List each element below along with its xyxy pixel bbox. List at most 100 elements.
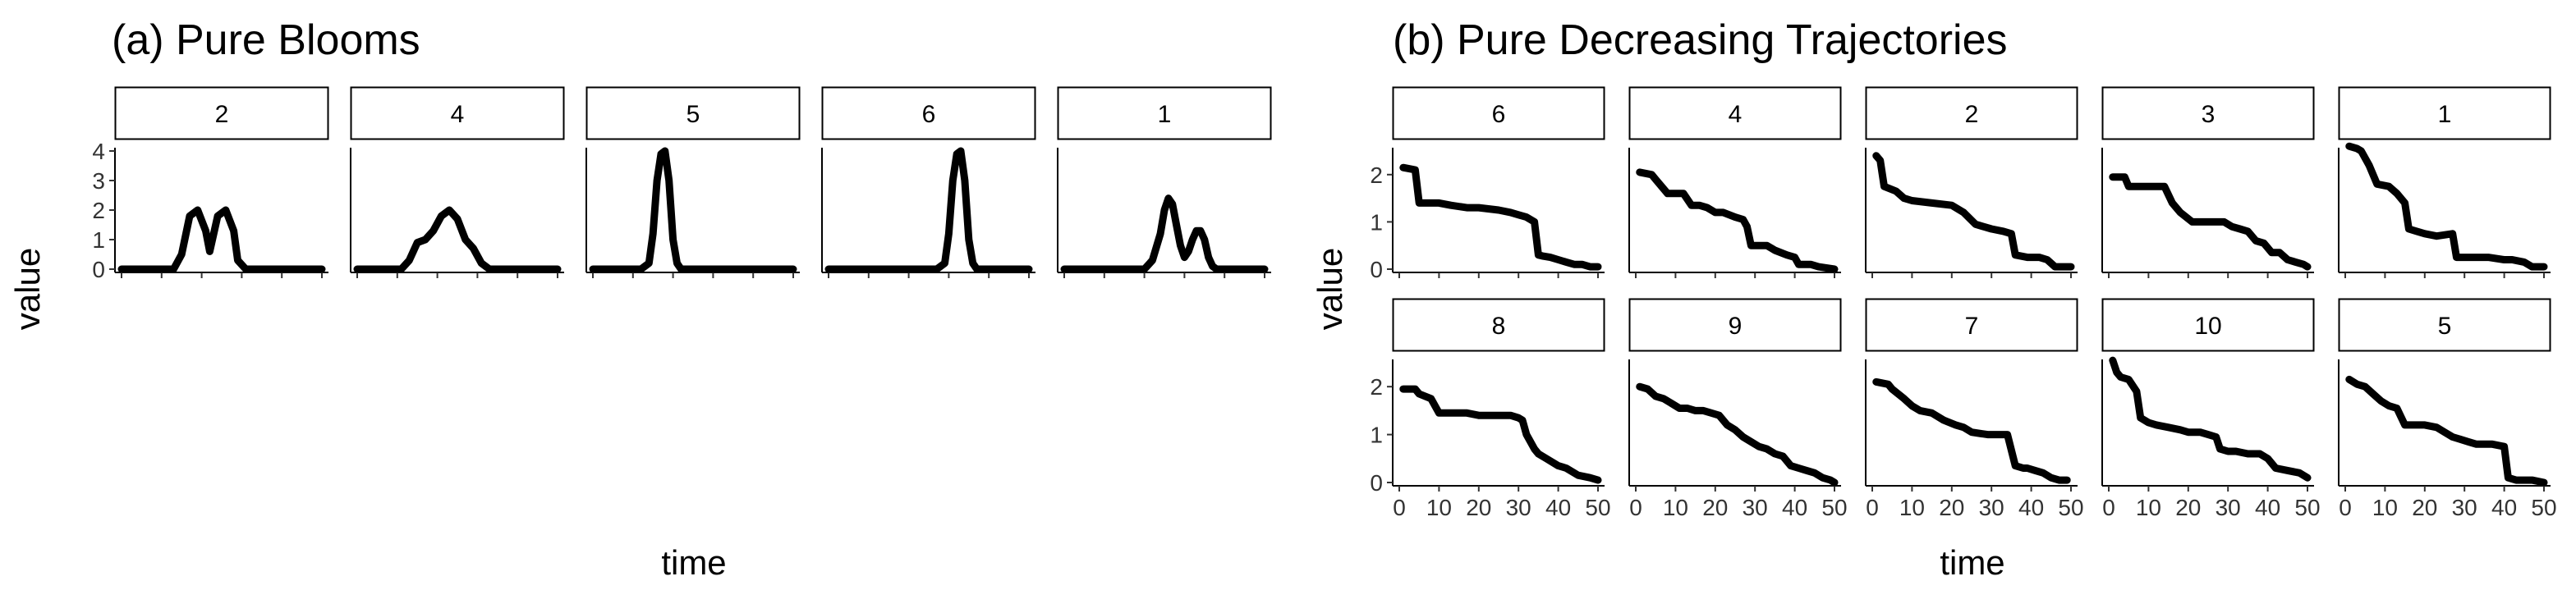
x-tick-label: 50 <box>2294 495 2320 520</box>
panel-strip <box>2101 86 2315 140</box>
x-tick-label: 40 <box>2018 495 2044 520</box>
x-tick-label: 50 <box>2531 495 2556 520</box>
x-tick-label: 0 <box>1866 495 1879 520</box>
x-tick-label: 20 <box>1466 495 1491 520</box>
panel-strip-label: 6 <box>922 101 936 128</box>
x-tick-label: 20 <box>2175 495 2201 520</box>
panel-strip <box>1628 86 1842 140</box>
panel-strip-label: 1 <box>1158 101 1172 128</box>
panel-strip-label: 9 <box>1729 313 1743 340</box>
y-tick-label: 1 <box>1370 209 1383 235</box>
x-tick-label: 30 <box>2452 495 2477 520</box>
series-line <box>1636 382 1839 487</box>
y-tick-label: 2 <box>92 198 105 223</box>
panel-strip <box>114 86 329 140</box>
panel-strip-label: 2 <box>215 101 229 128</box>
series-line <box>589 147 797 273</box>
series-line <box>1636 168 1839 273</box>
panel-strip <box>1865 298 2078 352</box>
x-tick-label: 40 <box>1545 495 1571 520</box>
x-axis-title: time <box>1940 543 2004 582</box>
panel-strip <box>821 86 1036 140</box>
chart-a: (a) Pure Blooms 2 0 1 2 3 4 4 5 6 1 value time <box>8 16 1272 582</box>
series-line <box>824 147 1033 273</box>
x-tick-label: 20 <box>2412 495 2437 520</box>
x-tick-label: 0 <box>1393 495 1406 520</box>
panel-strip <box>2338 86 2551 140</box>
y-tick-label: 1 <box>1370 423 1383 448</box>
series-line <box>2109 356 2312 482</box>
panel-a-6: 6 <box>821 86 1036 278</box>
x-tick-label: 0 <box>2339 495 2352 520</box>
x-tick-label: 30 <box>1743 495 1768 520</box>
series-line <box>117 206 326 273</box>
panel-strip <box>1865 86 2078 140</box>
y-tick-label: 3 <box>92 168 105 194</box>
y-axis-title: value <box>8 248 47 330</box>
panel-strip-label: 2 <box>1965 101 1979 128</box>
x-tick-label: 30 <box>2216 495 2241 520</box>
panel-a-5: 5 <box>585 86 801 278</box>
panel-strip-label: 4 <box>1729 101 1743 128</box>
panel-strip <box>2338 298 2551 352</box>
panel-strip-label: 4 <box>451 101 465 128</box>
series-line <box>2345 375 2548 487</box>
panel-strip-label: 6 <box>1492 101 1506 128</box>
series-line <box>2109 173 2312 271</box>
x-axis-title: time <box>661 543 726 582</box>
panel-a-2: 2 0 1 2 3 4 <box>92 86 329 282</box>
y-tick-label: 0 <box>1370 257 1383 282</box>
y-axis-title: value <box>1311 248 1349 330</box>
y-tick-label: 0 <box>92 257 105 282</box>
y-tick-label: 0 <box>1370 470 1383 496</box>
panel-b-7: 7 0 10 20 30 40 50 <box>1865 298 2084 520</box>
x-tick-label: 50 <box>2058 495 2083 520</box>
x-tick-label: 30 <box>1979 495 2004 520</box>
series-line <box>1872 377 2071 484</box>
panel-b-10: 10 0 10 20 30 40 50 <box>2101 298 2321 520</box>
x-tick-label: 50 <box>1821 495 1847 520</box>
y-tick-label: 2 <box>1370 162 1383 188</box>
x-tick-label: 40 <box>1782 495 1807 520</box>
panel-b-3: 3 <box>2101 86 2315 278</box>
x-tick-label: 40 <box>2491 495 2517 520</box>
x-tick-label: 0 <box>2102 495 2115 520</box>
y-tick-label: 1 <box>92 227 105 253</box>
panel-strip <box>1057 86 1272 140</box>
x-tick-label: 10 <box>1899 495 1925 520</box>
panel-strip-label: 8 <box>1492 313 1506 340</box>
x-tick-label: 10 <box>2372 495 2398 520</box>
panel-strip <box>2101 298 2315 352</box>
panel-strip <box>1392 298 1605 352</box>
series-line <box>1399 163 1602 271</box>
x-tick-label: 20 <box>1702 495 1728 520</box>
x-tick-label: 10 <box>2136 495 2161 520</box>
panel-strip-label: 5 <box>2438 313 2452 340</box>
panel-strip <box>350 86 565 140</box>
panel-strip-label: 5 <box>686 101 700 128</box>
panel-b-1: 1 <box>2338 86 2551 278</box>
y-tick-label: 4 <box>92 139 105 164</box>
x-tick-label: 10 <box>1663 495 1688 520</box>
panel-strip <box>585 86 801 140</box>
panel-b-9: 9 0 10 20 30 40 50 <box>1628 298 1848 520</box>
y-tick-label: 2 <box>1370 374 1383 400</box>
panel-b-5: 50 10 20 30 40 50 <box>2338 298 2557 520</box>
panel-a-4: 4 <box>350 86 565 278</box>
x-tick-label: 50 <box>1585 495 1610 520</box>
x-tick-label: 30 <box>1506 495 1531 520</box>
panel-strip <box>1392 86 1605 140</box>
chart-b: (b) Pure Decreasing Trajectories 6 0 1 2 4 2 3… <box>1311 16 2557 582</box>
panel-strip <box>1628 298 1842 352</box>
panel-strip-label: 10 <box>2194 313 2221 340</box>
series-line <box>2345 142 2548 271</box>
panel-b-2: 2 <box>1865 86 2078 278</box>
x-tick-label: 0 <box>1629 495 1642 520</box>
series-line <box>1060 194 1269 273</box>
chart-a-title: (a) Pure Blooms <box>112 16 420 64</box>
panel-b-4: 4 <box>1628 86 1842 278</box>
chart-b-title: (b) Pure Decreasing Trajectories <box>1393 16 2008 64</box>
panel-a-1: 1 <box>1057 86 1272 278</box>
